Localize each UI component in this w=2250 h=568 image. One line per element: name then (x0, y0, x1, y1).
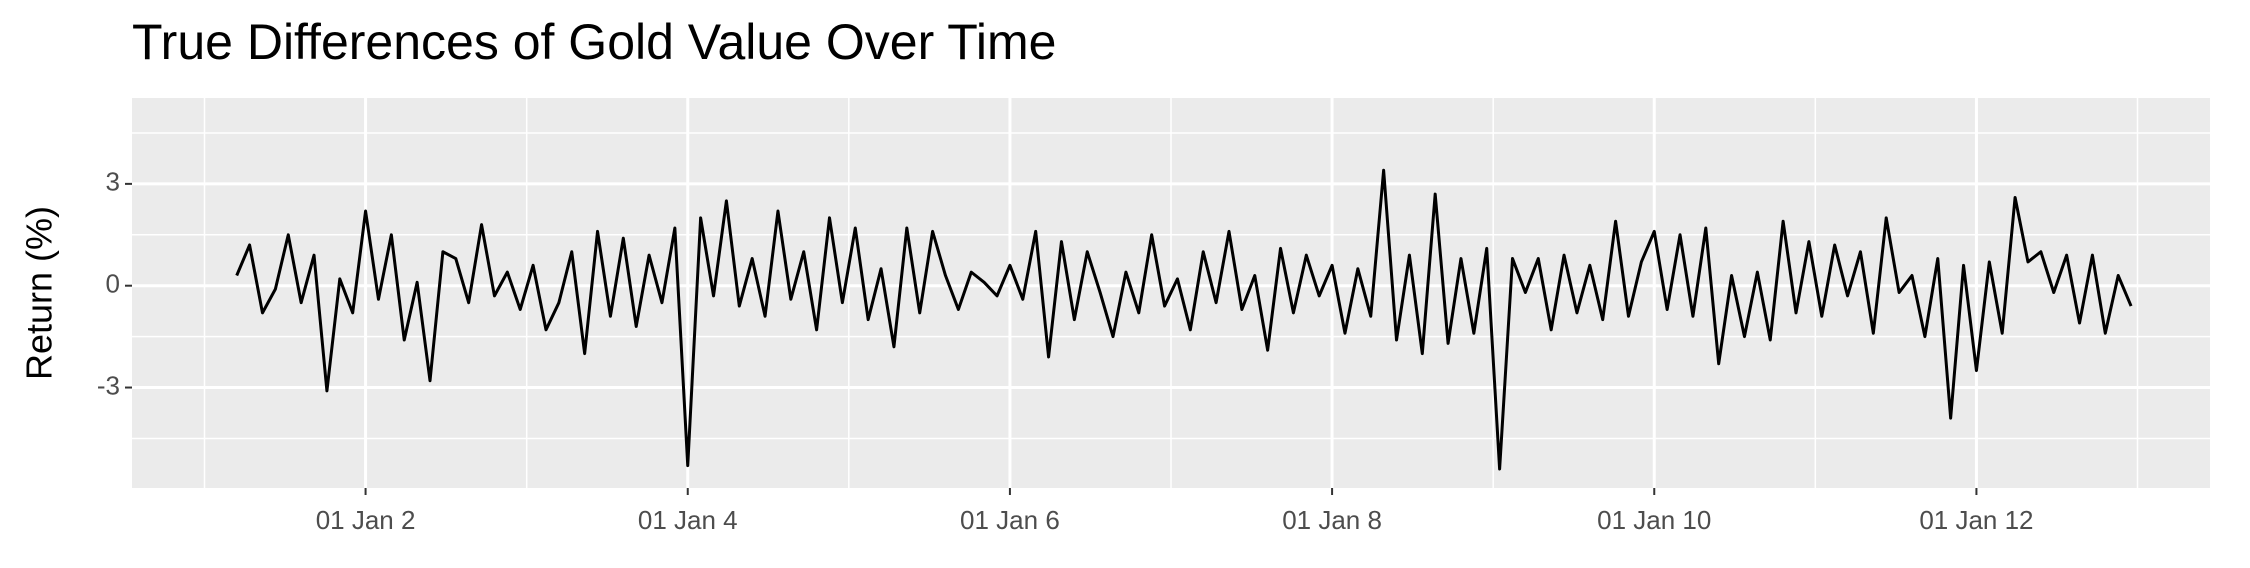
x-tick-label: 01 Jan 10 (1597, 505, 1711, 535)
x-tick-label: 01 Jan 4 (638, 505, 738, 535)
chart-title: True Differences of Gold Value Over Time (132, 14, 1056, 70)
x-tick-label: 01 Jan 12 (1919, 505, 2033, 535)
y-tick-label: -3 (97, 370, 120, 400)
data-line (235, 168, 2133, 471)
x-tick-label: 01 Jan 2 (316, 505, 416, 535)
y-axis-label: Return (%) (19, 206, 60, 380)
x-tick-label: 01 Jan 6 (960, 505, 1060, 535)
x-tick-label: 01 Jan 8 (1282, 505, 1382, 535)
y-tick-label: 0 (106, 269, 120, 299)
y-tick-label: 3 (106, 167, 120, 197)
